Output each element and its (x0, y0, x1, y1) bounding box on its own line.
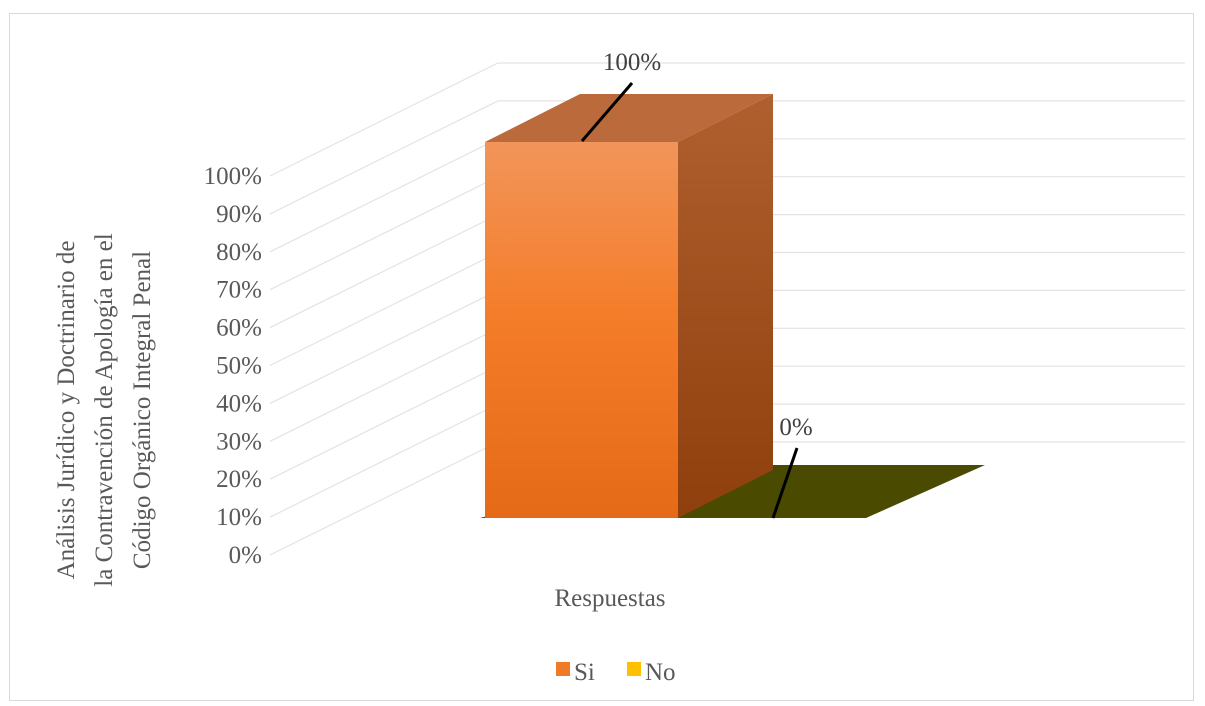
data-labels: 100% 0% (580, 49, 813, 519)
y-tick-label: 0% (229, 542, 262, 569)
legend-label-no: No (645, 659, 676, 686)
y-tick-label: 60% (216, 315, 262, 342)
y-tick-label: 30% (216, 428, 262, 455)
y-tick-label: 70% (216, 277, 262, 304)
data-label-leader (580, 82, 634, 142)
bars (485, 94, 773, 518)
y-axis-title-line-2: la Contravención de Apología en el (91, 233, 118, 586)
data-label: 0% (779, 414, 812, 441)
legend-label-si: Si (574, 659, 595, 686)
data-label-leader (771, 447, 799, 519)
legend-swatch-si (556, 662, 570, 676)
bar-top-face (485, 94, 773, 142)
y-axis-ticks: 0% 10% 20% 30% 40% 50% 60% 70% 80% 90% 100% (204, 163, 262, 569)
y-axis-title: Análisis Jurídico y Doctrinario de la Co… (53, 233, 156, 586)
y-tick-label: 90% (216, 201, 262, 228)
y-axis-title-line-1: Análisis Jurídico y Doctrinario de (53, 241, 80, 580)
legend-swatch-no (627, 662, 641, 676)
y-tick-label: 100% (204, 163, 262, 190)
bar-side-face (678, 94, 773, 518)
bar-front-face (485, 142, 678, 518)
y-tick-label: 50% (216, 353, 262, 380)
legend: Si No (556, 659, 676, 686)
gridline (269, 62, 1185, 177)
gridline (269, 100, 1185, 215)
bar-si (485, 94, 773, 518)
y-tick-label: 20% (216, 466, 262, 493)
x-axis-title: Respuestas (554, 585, 665, 612)
y-tick-label: 40% (216, 390, 262, 417)
y-axis-title-line-3: Código Orgánico Integral Penal (129, 251, 156, 569)
data-label: 100% (603, 49, 661, 76)
y-tick-label: 10% (216, 504, 262, 531)
y-tick-label: 80% (216, 239, 262, 266)
